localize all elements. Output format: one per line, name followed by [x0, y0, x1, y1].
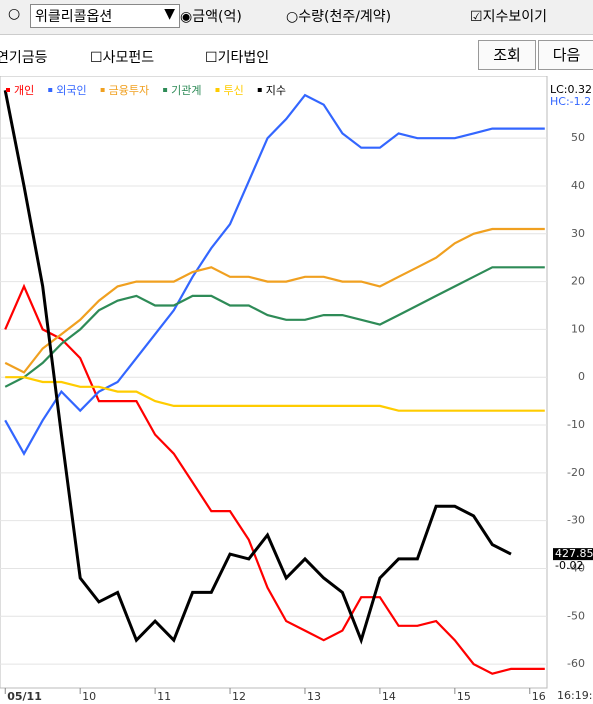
legend-swatch [257, 88, 262, 92]
y-tick-label: 50 [571, 131, 585, 144]
legend-swatch [100, 88, 105, 92]
label: 기타법인 [217, 50, 270, 66]
x-tick-label: 11 [157, 690, 171, 703]
y-tick-label: 20 [571, 275, 585, 288]
series-line [4, 93, 545, 456]
legend-label: 기관계 [171, 84, 201, 97]
y-tick-label: -20 [567, 466, 585, 479]
legend-swatch [215, 88, 220, 92]
y-tick-label: -40 [567, 561, 585, 574]
y-tick-label: -30 [567, 514, 585, 527]
label: 지수보이기 [482, 9, 547, 25]
series-line [3, 90, 512, 645]
series-line [5, 376, 545, 412]
legend-label: 투신 [223, 84, 243, 97]
query-button[interactable]: 조회 [478, 40, 536, 70]
x-tick-label: 05/11 [7, 690, 42, 703]
legend-label: 외국인 [56, 84, 86, 97]
y-tick-label: 30 [571, 227, 585, 240]
dropdown[interactable]: 위클리콜옵션 ▼ [30, 4, 180, 28]
series-line [4, 266, 545, 388]
filter[interactable]: ☐기타법인 [205, 50, 270, 66]
y-tick-label: -10 [567, 418, 585, 431]
legend-label: 금융투자 [109, 84, 149, 97]
label: 금액(억) [192, 9, 242, 25]
next-button[interactable]: 다음 [538, 40, 593, 70]
label: 수량(천주/계약) [298, 9, 392, 25]
x-tick-label: 12 [232, 690, 246, 703]
x-tick-label: 14 [382, 690, 396, 703]
filter[interactable]: ☐사모펀드 [90, 50, 155, 66]
annotation: 427.85 [555, 547, 593, 560]
x-tick-label: 13 [307, 690, 321, 703]
legend-swatch [6, 88, 10, 92]
x-tick-label: 10 [82, 690, 96, 703]
filter[interactable]: 연기금등 [0, 50, 48, 66]
dropdown-text: 위클리콜옵션 [35, 9, 113, 25]
radio-amount[interactable]: ◉금액(억) [180, 9, 242, 25]
top-bar: ○ 위클리콜옵션 ▼ ◉금액(억) ○수량(천주/계약) ☑지수보이기 [0, 0, 593, 35]
x-tick-label: 16 [532, 690, 546, 703]
legend-swatch [48, 88, 53, 92]
y-tick-label: -60 [567, 657, 585, 670]
chart: LC:0.32 HC:-1.2 16:19:0 -60 -50 -40 -30 -20 -… [0, 76, 593, 703]
y-tick-label: 40 [571, 179, 585, 192]
y-tick-label: 0 [578, 370, 585, 383]
price-tag [553, 548, 593, 561]
legend-swatch [163, 88, 168, 92]
y-tick-label: 10 [571, 322, 585, 335]
radio-qty[interactable]: ○수량(천주/계약) [286, 9, 392, 25]
annotation: HC:-1.2 [550, 95, 591, 108]
y-tick-label: -50 [567, 609, 585, 622]
x-tick-label: 15 [457, 690, 471, 703]
radio[interactable]: ○ [8, 6, 21, 22]
checkbox-index[interactable]: ☑지수보이기 [470, 9, 547, 25]
annotation: LC:0.32 [550, 83, 592, 96]
annotation: -0.02 [555, 559, 583, 572]
legend-label: 개인 [14, 84, 34, 97]
series-line [4, 227, 545, 374]
legend-label: 지수 [266, 84, 286, 97]
annotation: 16:19:0 [557, 689, 593, 702]
label: 사모펀드 [102, 50, 155, 66]
